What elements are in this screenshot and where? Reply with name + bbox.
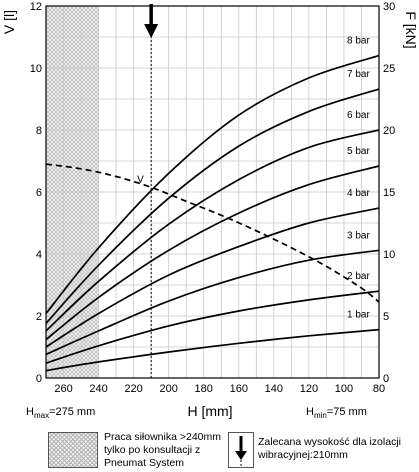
x-tick-label: 200 bbox=[160, 383, 178, 395]
x-tick-label: 140 bbox=[265, 383, 283, 395]
y-right-tick-label: 25 bbox=[383, 63, 395, 75]
x-axis-title: H [mm] bbox=[187, 403, 232, 419]
y-right-tick-label: 0 bbox=[383, 373, 389, 385]
x-tick-label: 220 bbox=[124, 383, 142, 395]
plot-border bbox=[45, 5, 380, 379]
curve-label-8-bar: 8 bar bbox=[347, 36, 370, 47]
force-curve-2-bar bbox=[45, 290, 380, 364]
tick-labels: 260 240 220 200 180 160 140 120 100 8002468101205… bbox=[30, 1, 396, 395]
volume-curve-line bbox=[45, 163, 380, 303]
down-arrow-icon bbox=[235, 436, 247, 466]
plot-frame bbox=[45, 5, 380, 379]
h-max-label: Hmax=275 mm bbox=[26, 406, 96, 421]
y-axis-left-title: V [l] bbox=[1, 10, 17, 34]
y-left-tick-label: 2 bbox=[36, 311, 42, 323]
x-tick-label: 180 bbox=[195, 383, 213, 395]
curve-label-1-bar: 1 bar bbox=[347, 310, 370, 321]
legend-shaded-text: Praca siłownika >240mm tylko po konsulta… bbox=[104, 431, 222, 469]
legend-arrow-text: Zalecana wysokość dla izolacji wibracyjn… bbox=[258, 436, 401, 461]
force-curve-3-bar bbox=[45, 249, 380, 356]
x-tick-label: 240 bbox=[89, 383, 107, 395]
curve-label-2-bar: 2 bar bbox=[347, 271, 370, 282]
x-tick-label: 260 bbox=[54, 383, 72, 395]
curve-label-3-bar: 3 bar bbox=[347, 230, 370, 241]
volume-curve bbox=[45, 163, 380, 303]
y-axis-right-title: F [kN] bbox=[403, 11, 419, 48]
force-curve-6-bar bbox=[45, 129, 380, 332]
y-right-tick-label: 30 bbox=[383, 1, 395, 13]
y-right-tick-label: 15 bbox=[383, 187, 395, 199]
force-curve-5-bar bbox=[45, 165, 380, 341]
force-curve-7-bar bbox=[45, 88, 380, 324]
y-right-tick-label: 20 bbox=[383, 125, 395, 137]
x-tick-label: 120 bbox=[300, 383, 318, 395]
force-curves bbox=[45, 54, 380, 372]
y-left-tick-label: 4 bbox=[36, 249, 42, 261]
legend-arrow-swatch bbox=[228, 432, 254, 468]
y-right-tick-label: 5 bbox=[383, 311, 389, 323]
y-left-tick-label: 0 bbox=[36, 373, 42, 385]
curve-labels: 1 bar 2 bar 3 bar 4 bar 5 bar 6 bar 7 bar 8 bar… bbox=[137, 36, 370, 321]
volume-curve-label: V bbox=[137, 175, 144, 186]
y-left-tick-label: 10 bbox=[30, 63, 42, 75]
force-curve-1-bar bbox=[45, 328, 380, 372]
force-curve-8-bar bbox=[45, 54, 380, 315]
curve-label-7-bar: 7 bar bbox=[347, 69, 370, 80]
legend-hatch-swatch bbox=[48, 432, 98, 468]
x-tick-label: 160 bbox=[230, 383, 248, 395]
curve-label-4-bar: 4 bar bbox=[347, 188, 370, 199]
y-left-tick-label: 6 bbox=[36, 187, 42, 199]
curve-label-6-bar: 6 bar bbox=[347, 110, 370, 121]
h-min-label: Hmin=75 mm bbox=[306, 406, 367, 421]
recommended-height-marker bbox=[144, 4, 159, 378]
y-left-tick-label: 8 bbox=[36, 125, 42, 137]
y-left-tick-label: 12 bbox=[30, 1, 42, 13]
x-tick-label: 80 bbox=[373, 383, 385, 395]
y-right-tick-label: 10 bbox=[383, 249, 395, 261]
curve-label-5-bar: 5 bar bbox=[347, 146, 370, 157]
down-arrow-icon bbox=[144, 24, 159, 38]
x-tick-label: 100 bbox=[335, 383, 353, 395]
force-curve-4-bar bbox=[45, 207, 380, 348]
